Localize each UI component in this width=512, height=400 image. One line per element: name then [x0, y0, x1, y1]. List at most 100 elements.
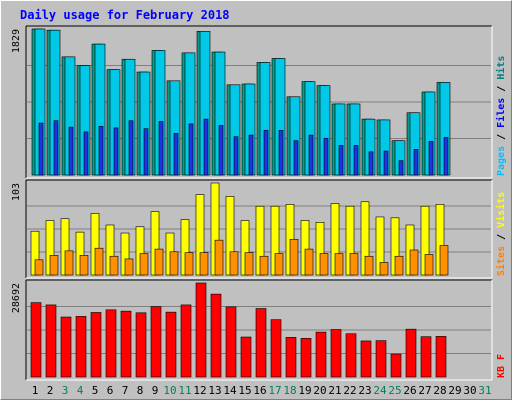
- y-max-label: 1829: [11, 29, 22, 53]
- bar-kb-f-day-7: [120, 310, 132, 378]
- legend-sites: Sites: [495, 246, 507, 276]
- bar-sites-day-11: [184, 252, 194, 276]
- bar-sites-day-18: [289, 238, 299, 276]
- x-tick-day-24: 24: [373, 384, 387, 397]
- bar-pages-day-5: [98, 126, 104, 176]
- bar-kb-f-day-1: [30, 302, 42, 378]
- y-max-label: 103: [11, 183, 22, 201]
- bar-pages-day-22: [353, 145, 359, 176]
- legend-separator: /: [496, 128, 507, 146]
- bar-sites-day-4: [79, 255, 89, 276]
- x-tick-day-28: 28: [433, 384, 446, 397]
- x-tick-day-30: 30: [463, 384, 476, 397]
- x-tick-day-27: 27: [418, 384, 431, 397]
- x-tick-day-31: 31: [478, 384, 491, 397]
- bar-pages-day-20: [323, 137, 329, 176]
- bar-pages-day-19: [308, 134, 314, 176]
- bar-pages-day-26: [413, 149, 419, 176]
- bar-kb-f-day-12: [195, 282, 207, 378]
- legend: Pages / Files / Hits: [495, 56, 507, 176]
- x-tick-day-13: 13: [208, 384, 221, 397]
- x-tick-day-14: 14: [223, 384, 237, 397]
- bar-kb-f-day-25: [390, 353, 402, 378]
- legend: Sites / Visits: [495, 192, 507, 276]
- bar-sites-day-20: [319, 253, 329, 276]
- bar-sites-day-26: [409, 249, 419, 276]
- bar-pages-day-14: [233, 136, 239, 176]
- bar-pages-day-6: [113, 127, 119, 176]
- bar-kb-f-day-27: [420, 336, 432, 378]
- legend-separator: /: [496, 228, 507, 246]
- x-tick-day-11: 11: [178, 384, 191, 397]
- bar-sites-day-9: [154, 248, 164, 276]
- bar-sites-day-1: [34, 259, 44, 276]
- x-tick-day-20: 20: [313, 384, 326, 397]
- bar-pages-day-4: [83, 131, 89, 176]
- bar-sites-day-6: [109, 255, 119, 276]
- x-tick-day-9: 9: [152, 384, 159, 397]
- panel-hits-files-pages: 1829 Pages / Files / Hits: [11, 25, 507, 179]
- bar-sites-day-24: [379, 262, 389, 276]
- bar-pages-day-23: [368, 151, 374, 176]
- bar-sites-day-2: [49, 255, 59, 276]
- x-tick-day-2: 2: [47, 384, 54, 397]
- bar-pages-day-9: [158, 121, 164, 176]
- bar-pages-day-17: [278, 129, 284, 176]
- bar-sites-day-8: [139, 253, 149, 276]
- bar-kb-f-day-19: [300, 338, 312, 378]
- x-tick-day-4: 4: [77, 384, 84, 397]
- bar-pages-day-2: [53, 120, 59, 176]
- bar-kb-f-day-18: [285, 337, 297, 378]
- bar-kb-f-day-8: [135, 312, 147, 378]
- bar-sites-day-10: [169, 251, 179, 276]
- bar-pages-day-28: [443, 137, 449, 176]
- bar-pages-day-15: [248, 134, 254, 176]
- bar-kb-f-day-4: [75, 316, 87, 378]
- legend-files: Files: [495, 98, 507, 128]
- legend-separator: /: [496, 80, 507, 98]
- bar-pages-day-25: [398, 160, 404, 176]
- bar-sites-day-15: [244, 252, 254, 276]
- bar-kb-f-day-28: [435, 336, 447, 378]
- x-tick-day-16: 16: [253, 384, 266, 397]
- x-tick-day-18: 18: [283, 384, 296, 397]
- bar-pages-day-7: [128, 120, 134, 176]
- x-tick-day-10: 10: [163, 384, 176, 397]
- legend-kb-f: KB F: [496, 354, 507, 378]
- bar-kb-f-day-20: [315, 331, 327, 378]
- legend: KB F: [496, 354, 507, 378]
- bar-kb-f-day-17: [270, 319, 282, 378]
- bar-kb-f-day-6: [105, 309, 117, 378]
- legend-visits: Visits: [495, 192, 507, 228]
- bar-sites-day-21: [334, 253, 344, 276]
- bar-pages-day-13: [218, 125, 224, 176]
- x-tick-day-3: 3: [62, 384, 69, 397]
- bar-pages-day-12: [203, 118, 209, 176]
- bar-kb-f-day-5: [90, 312, 102, 378]
- x-tick-day-12: 12: [193, 384, 206, 397]
- y-max-label: 28692: [11, 283, 22, 313]
- bar-sites-day-5: [94, 247, 104, 276]
- x-tick-day-6: 6: [107, 384, 114, 397]
- x-tick-day-7: 7: [122, 384, 129, 397]
- x-tick-day-29: 29: [448, 384, 461, 397]
- x-tick-day-26: 26: [403, 384, 416, 397]
- bar-sites-day-14: [229, 251, 239, 276]
- bar-sites-day-27: [424, 254, 434, 276]
- bar-kb-f-day-14: [225, 306, 237, 378]
- bar-pages-day-1: [38, 122, 44, 176]
- bar-kb-f-day-15: [240, 336, 252, 378]
- x-tick-day-5: 5: [92, 384, 99, 397]
- bar-sites-day-12: [199, 252, 209, 276]
- bar-sites-day-25: [394, 255, 404, 276]
- bar-kb-f-day-22: [345, 333, 357, 378]
- bar-sites-day-22: [349, 253, 359, 276]
- panel-kbytes: 28692 KB F: [11, 279, 507, 381]
- x-tick-day-15: 15: [238, 384, 251, 397]
- bar-pages-day-24: [383, 150, 389, 176]
- bar-kb-f-day-9: [150, 306, 162, 378]
- bar-pages-day-3: [68, 126, 74, 176]
- x-tick-day-21: 21: [328, 384, 341, 397]
- x-tick-day-23: 23: [358, 384, 371, 397]
